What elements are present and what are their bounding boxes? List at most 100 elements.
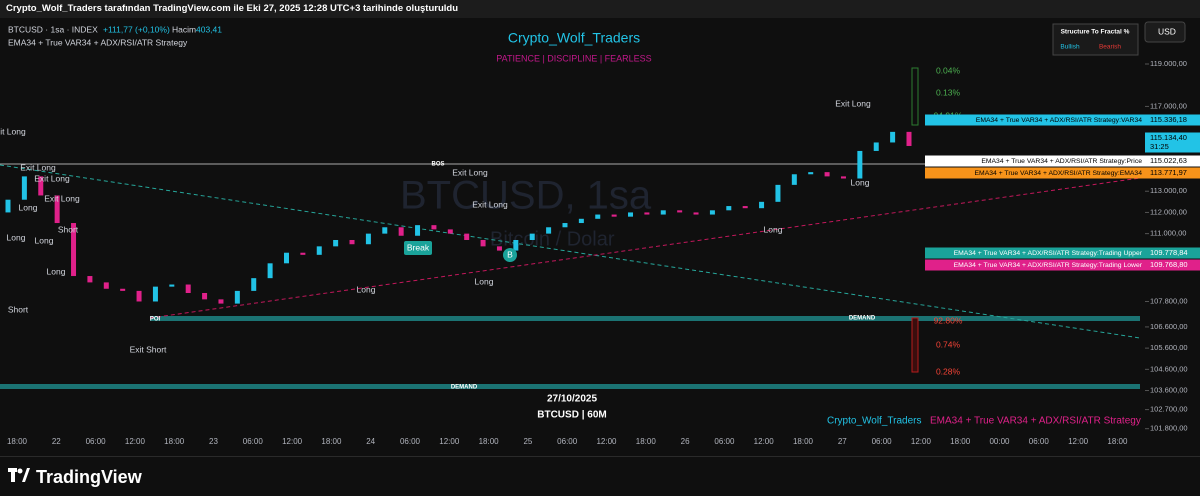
x-tick-label: 12:00 [439, 437, 460, 446]
x-tick-label: 18:00 [164, 437, 185, 446]
x-tick-label: 12:00 [911, 437, 932, 446]
price-label-name: EMA34 + True VAR34 + ADX/RSI/ATR Strateg… [954, 262, 1143, 269]
center-motto: PATIENCE | DISCIPLINE | FEARLESS [496, 53, 651, 63]
y-tick-label: 111.000,00 [1150, 229, 1186, 238]
candle [791, 174, 797, 185]
y-tick-label: 103.600,00 [1150, 386, 1188, 395]
candle [234, 290, 240, 304]
candle [759, 201, 765, 209]
price-label: 109.768,80 [1150, 260, 1188, 269]
x-tick-label: 12:00 [596, 437, 617, 446]
currency[interactable]: USD [1158, 26, 1176, 36]
candle [103, 282, 109, 289]
fractal-bullish: Bullish [1060, 44, 1080, 51]
b-badge [503, 248, 517, 262]
logo-text: TradingView [36, 467, 142, 487]
price-label: 115.022,63 [1150, 156, 1187, 165]
candle [906, 131, 912, 146]
price-label-name: EMA34 + True VAR34 + ADX/RSI/ATR Strateg… [981, 158, 1142, 165]
x-tick-label: 22 [52, 437, 61, 446]
center-title: Crypto_Wolf_Traders [508, 30, 640, 46]
candle [120, 288, 126, 291]
x-tick-label: 18:00 [321, 437, 342, 446]
price-label-name-bg [925, 114, 1145, 126]
annotation: Exit Long [835, 98, 871, 108]
annotation: POI [150, 317, 161, 323]
candle [693, 212, 699, 215]
candle [775, 184, 781, 202]
candle [660, 210, 666, 215]
annotation: Exit Short [130, 344, 167, 354]
x-tick-label: 06:00 [243, 437, 264, 446]
x-tick-label: 06:00 [872, 437, 893, 446]
x-tick-label: 18:00 [479, 437, 500, 446]
price-timer: 31:25 [1150, 142, 1169, 151]
annotation: Long [764, 224, 783, 234]
price-label-bg [1145, 167, 1200, 179]
fractal-bar [911, 67, 919, 126]
candle [709, 210, 715, 215]
demand-zone [150, 316, 1140, 321]
candle [562, 223, 568, 228]
x-tick-label: 06:00 [1029, 437, 1050, 446]
annotation: Exit Long [34, 173, 70, 183]
legend-volume-label: Hacim [172, 24, 196, 34]
legend-symbol: BTCUSD · 1sa · INDEX [8, 24, 98, 34]
x-tick-label: 06:00 [557, 437, 578, 446]
candle [628, 212, 634, 217]
annotation: B [507, 249, 513, 259]
candle [611, 214, 617, 217]
price-label: 115.336,18 [1150, 115, 1187, 124]
annotation: Exit Long [20, 162, 56, 172]
candle [185, 284, 191, 294]
candle [398, 227, 404, 236]
candle [202, 293, 208, 300]
candle [742, 206, 748, 209]
candle [382, 227, 388, 234]
annotation: 0.13% [936, 87, 961, 97]
annotation: Short [58, 224, 79, 234]
candle [431, 225, 437, 230]
fractal-box [1052, 23, 1139, 56]
x-tick-label: 25 [523, 437, 532, 446]
candle [447, 229, 453, 234]
candle [677, 210, 683, 213]
y-tick-label: 112.000,00 [1150, 207, 1187, 216]
trendline [0, 164, 1141, 339]
annotation: Exit Long [44, 193, 80, 203]
break-badge [404, 241, 432, 255]
watermark-symbol: BTCUSD, 1sa [400, 174, 652, 218]
candle [840, 176, 846, 179]
candle [71, 223, 77, 277]
candle [333, 239, 339, 247]
candle [644, 212, 650, 215]
x-tick-label: 18:00 [1107, 437, 1128, 446]
annotation: 0.74% [936, 339, 961, 349]
annotation: Exit Long [0, 126, 26, 136]
price-label-bg [1145, 259, 1200, 271]
x-tick-label: 12:00 [282, 437, 303, 446]
x-tick-label: 18:00 [7, 437, 28, 446]
annotation: Long [851, 177, 870, 187]
candle [21, 176, 27, 200]
price-axis-bg [1145, 18, 1200, 456]
candle [267, 263, 273, 279]
y-tick-label: 113.000,00 [1150, 186, 1187, 195]
y-tick-label: 119.000,00 [1150, 59, 1187, 68]
price-label-name-bg [925, 247, 1145, 259]
annotation: Break [407, 242, 430, 252]
legend-change: +111,77 (+0,10%) [103, 24, 170, 34]
x-tick-label: 18:00 [950, 437, 971, 446]
x-tick-label: 18:00 [636, 437, 657, 446]
fractal-bearish: Bearish [1099, 44, 1121, 51]
currency-button[interactable] [1144, 21, 1186, 43]
candle [316, 246, 322, 255]
annotation: Long [47, 266, 66, 276]
legend-volume: 403,41 [196, 24, 222, 34]
price-label-name-bg [925, 167, 1145, 179]
price-label-bg [1145, 155, 1200, 167]
annotation: 92.80% [934, 315, 963, 325]
candle [251, 278, 257, 291]
footer: TradingView [0, 456, 1200, 496]
